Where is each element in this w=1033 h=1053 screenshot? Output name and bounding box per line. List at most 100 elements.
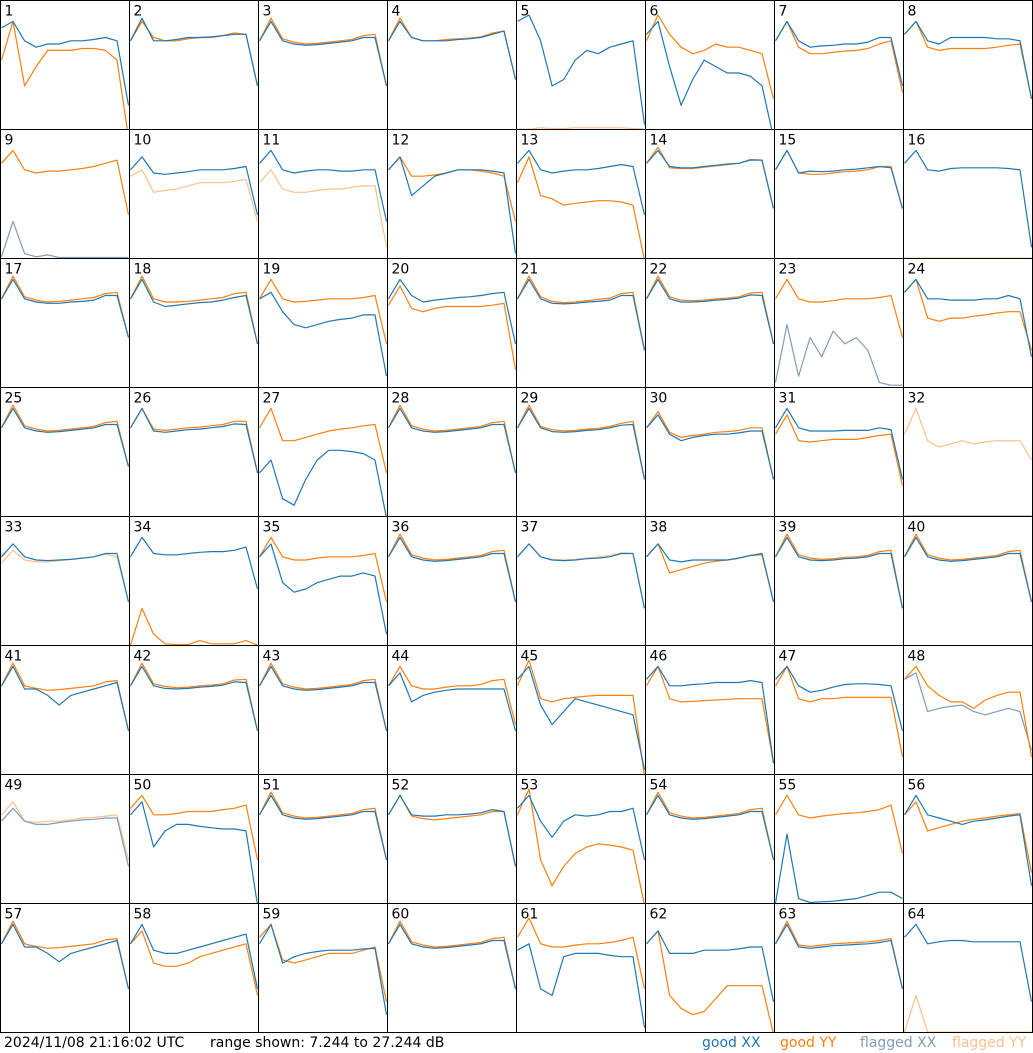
spectrum-line xyxy=(646,411,775,480)
panel-border xyxy=(903,516,1033,646)
panel-border xyxy=(129,645,259,775)
legend-entry: good YY xyxy=(780,1035,837,1051)
spectrum-line xyxy=(258,923,388,1015)
panel: 50 xyxy=(129,774,259,904)
panel-border xyxy=(903,903,1033,1033)
panel-label: 7 xyxy=(779,4,788,20)
spectrum-line xyxy=(646,20,773,130)
panel: 26 xyxy=(129,387,259,517)
spectrum-line xyxy=(774,533,904,609)
panel-label: 52 xyxy=(392,778,410,794)
spectrum-line xyxy=(645,791,775,861)
panel-label: 43 xyxy=(263,649,281,665)
spectrum-line xyxy=(1,543,130,603)
panel-label: 19 xyxy=(263,262,281,278)
panel: 47 xyxy=(774,645,904,775)
panel-label: 27 xyxy=(263,391,281,407)
panel-label: 22 xyxy=(650,262,668,278)
legend-entry: flagged YY xyxy=(952,1035,1027,1051)
panel-border xyxy=(258,774,388,904)
spectrum-line xyxy=(774,794,904,854)
panel-border xyxy=(0,645,130,775)
panel: 48 xyxy=(903,645,1033,775)
spectrum-line xyxy=(904,20,1033,99)
panel-border xyxy=(387,645,517,775)
legend-entry: good XX xyxy=(702,1035,761,1051)
spectrum-line xyxy=(129,662,259,732)
panel-label: 8 xyxy=(908,4,917,20)
spectrum-line xyxy=(1,149,130,216)
panel-border xyxy=(129,0,259,130)
spectrum-line xyxy=(0,404,130,467)
panel-border xyxy=(645,0,775,130)
panel-label: 4 xyxy=(392,4,401,20)
spectrum-line xyxy=(646,414,775,480)
spectrum-line xyxy=(259,543,388,635)
panel-border xyxy=(258,645,388,775)
panel: 9 xyxy=(0,129,130,259)
spectrum-line xyxy=(646,149,775,209)
spectrum-line xyxy=(129,20,259,87)
panel-border xyxy=(387,258,517,388)
spectrum-line xyxy=(774,20,904,93)
spectrum-line xyxy=(387,665,517,725)
panel: 60 xyxy=(387,903,517,1033)
panel-border xyxy=(0,516,130,646)
spectrum-line xyxy=(645,14,775,99)
panel-label: 48 xyxy=(908,649,926,665)
spectrum-line xyxy=(387,533,517,603)
panel-border xyxy=(387,774,517,904)
panel: 53 xyxy=(516,774,646,904)
panel-border xyxy=(516,903,646,1033)
panel: 57 xyxy=(0,903,130,1033)
panel: 52 xyxy=(387,774,517,904)
panel: 20 xyxy=(387,258,517,388)
panel-border xyxy=(516,387,646,517)
panel-label: 3 xyxy=(263,4,272,20)
panel: 7 xyxy=(774,0,904,130)
spectrum-line xyxy=(129,278,259,345)
panel: 39 xyxy=(774,516,904,646)
panel: 41 xyxy=(0,645,130,775)
spectrum-line xyxy=(258,17,388,87)
panel-label: 47 xyxy=(779,649,797,665)
panel: 55 xyxy=(774,774,904,904)
spectrum-line xyxy=(259,149,388,222)
panel-label: 49 xyxy=(5,778,23,794)
panel-label: 1 xyxy=(5,4,14,20)
panel-label: 53 xyxy=(521,778,539,794)
panel-border xyxy=(258,387,388,517)
panel-label: 11 xyxy=(263,133,281,149)
panel-label: 62 xyxy=(650,907,668,923)
panel: 4 xyxy=(387,0,517,130)
panel: 62 xyxy=(645,903,775,1033)
panel: 15 xyxy=(774,129,904,259)
panel: 42 xyxy=(129,645,259,775)
panel-border xyxy=(516,129,646,259)
panel-border xyxy=(645,516,775,646)
panel: 12 xyxy=(387,129,517,259)
panel-border xyxy=(129,258,259,388)
panel-label: 59 xyxy=(263,907,281,923)
spectrum-line xyxy=(517,794,646,861)
panel-label: 37 xyxy=(521,520,539,536)
panel-label: 40 xyxy=(908,520,926,536)
panel: 24 xyxy=(903,258,1033,388)
panel: 11 xyxy=(258,129,388,259)
spectrum-line xyxy=(774,149,904,209)
panel-border xyxy=(0,774,130,904)
spectrum-line xyxy=(517,14,646,125)
spectrum-line xyxy=(516,278,646,351)
spectrum-line xyxy=(645,794,775,861)
panel: 40 xyxy=(903,516,1033,646)
panel: 1 xyxy=(0,0,130,130)
panel: 3 xyxy=(258,0,388,130)
panel-border xyxy=(516,516,646,646)
panel-label: 9 xyxy=(5,133,14,149)
range-label: range shown: 7.244 to 27.244 dB xyxy=(210,1035,444,1051)
spectrum-line xyxy=(904,149,1033,248)
panel-border xyxy=(0,387,130,517)
panel-label: 30 xyxy=(650,391,668,407)
panel-border xyxy=(645,258,775,388)
